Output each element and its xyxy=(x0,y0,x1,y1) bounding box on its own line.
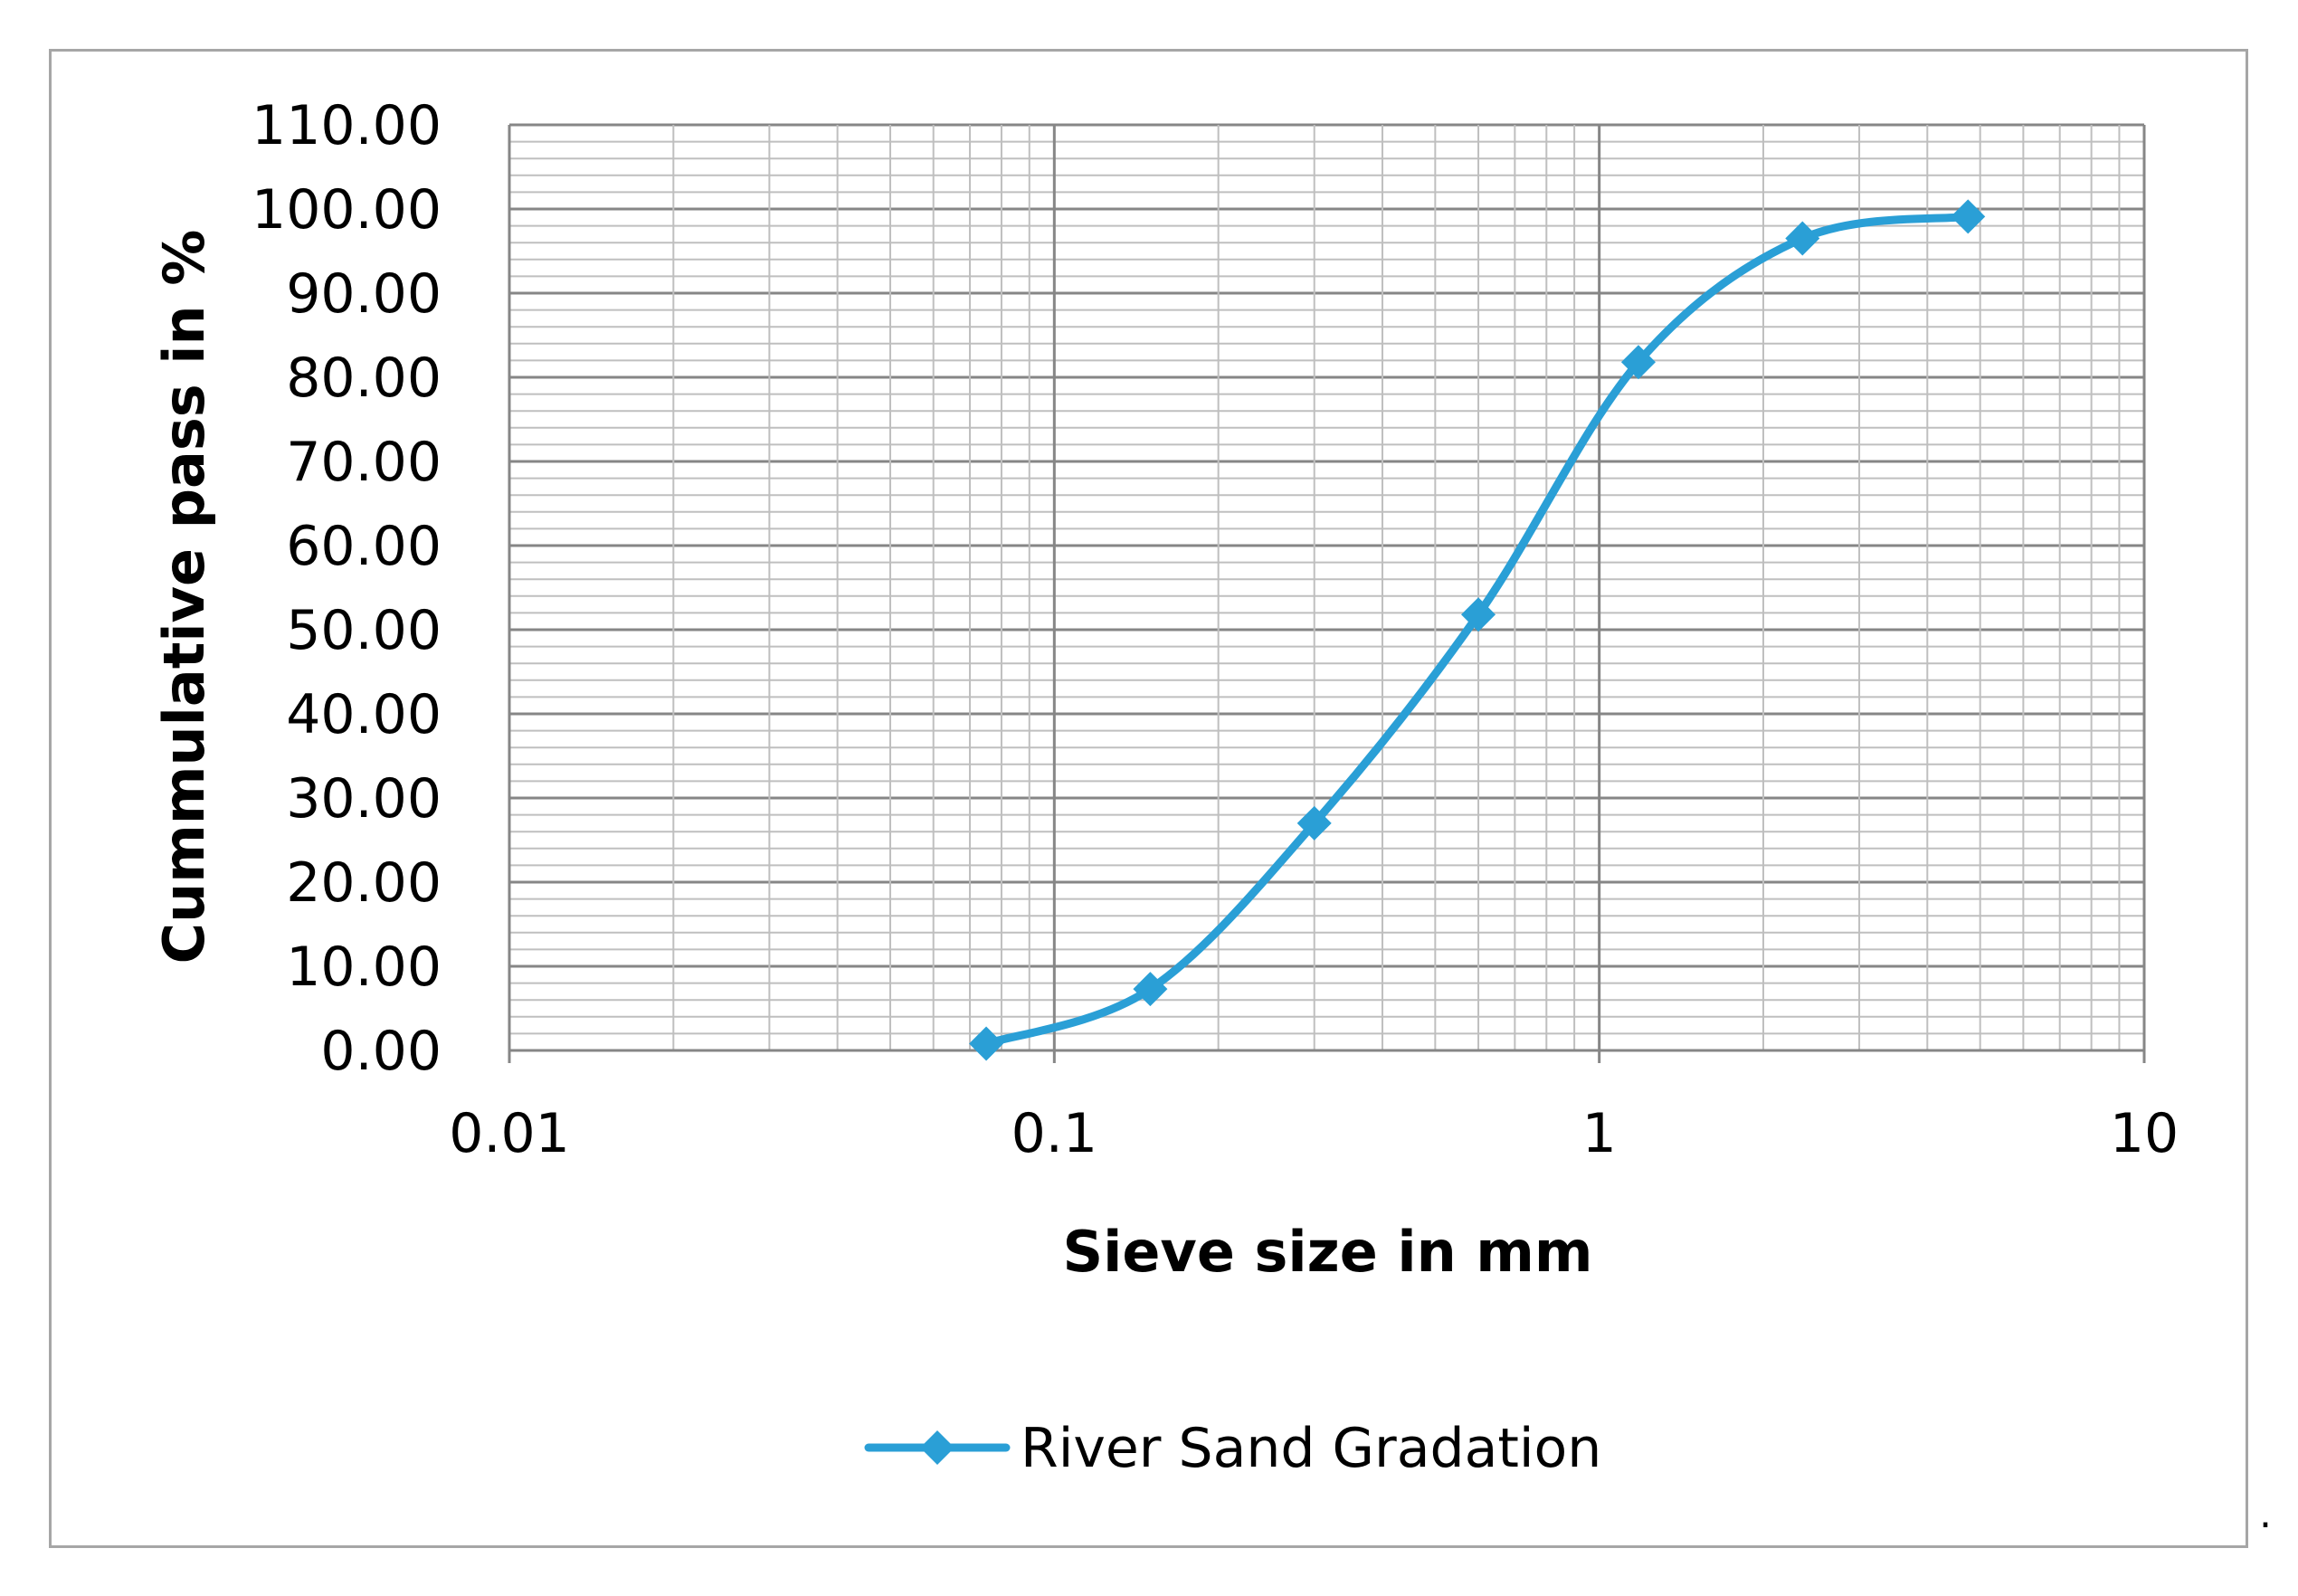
y-tick-label: 40.00 xyxy=(286,683,442,746)
axes xyxy=(508,125,2146,1063)
y-axis-title: Cummulative pass in % xyxy=(151,230,217,964)
x-axis-title: Sieve size in mm xyxy=(1062,1219,1592,1285)
legend: River Sand Gradation xyxy=(864,1417,1601,1480)
data-point-marker xyxy=(1620,345,1656,380)
y-tick-label: 20.00 xyxy=(286,851,442,915)
series xyxy=(969,199,1986,1061)
grid xyxy=(508,123,2146,1052)
y-tick-label: 80.00 xyxy=(286,347,442,410)
data-point-marker xyxy=(969,1026,1004,1061)
data-point-marker xyxy=(1461,597,1496,632)
x-tick-label: 1 xyxy=(1582,1102,1617,1165)
y-tick-label: 10.00 xyxy=(286,936,442,999)
y-tick-label: 50.00 xyxy=(286,599,442,662)
y-tick-label: 90.00 xyxy=(286,262,442,326)
data-point-marker xyxy=(1296,805,1332,841)
y-tick-labels: 0.00 10.00 20.00 30.00 40.00 50.00 60.00 70.00 8… xyxy=(252,94,442,1083)
trailing-period: . xyxy=(2259,1491,2272,1537)
x-tick-label: 0.01 xyxy=(449,1102,570,1165)
data-point-marker xyxy=(1951,199,1986,234)
data-point-marker xyxy=(1785,221,1820,256)
y-tick-label: 30.00 xyxy=(286,767,442,831)
y-tick-label: 110.00 xyxy=(252,94,442,157)
y-tick-label: 70.00 xyxy=(286,431,442,494)
x-tick-labels: 0.01 0.1 1 10 xyxy=(449,1102,2179,1165)
x-tick-label: 10 xyxy=(2110,1102,2179,1165)
x-tick-label: 0.1 xyxy=(1011,1102,1097,1165)
data-point-marker xyxy=(1133,972,1168,1007)
legend-label: River Sand Gradation xyxy=(1021,1417,1601,1480)
y-tick-label: 100.00 xyxy=(252,178,442,242)
legend-diamond-marker xyxy=(920,1430,954,1465)
y-tick-label: 0.00 xyxy=(320,1020,442,1083)
y-tick-label: 60.00 xyxy=(286,515,442,578)
